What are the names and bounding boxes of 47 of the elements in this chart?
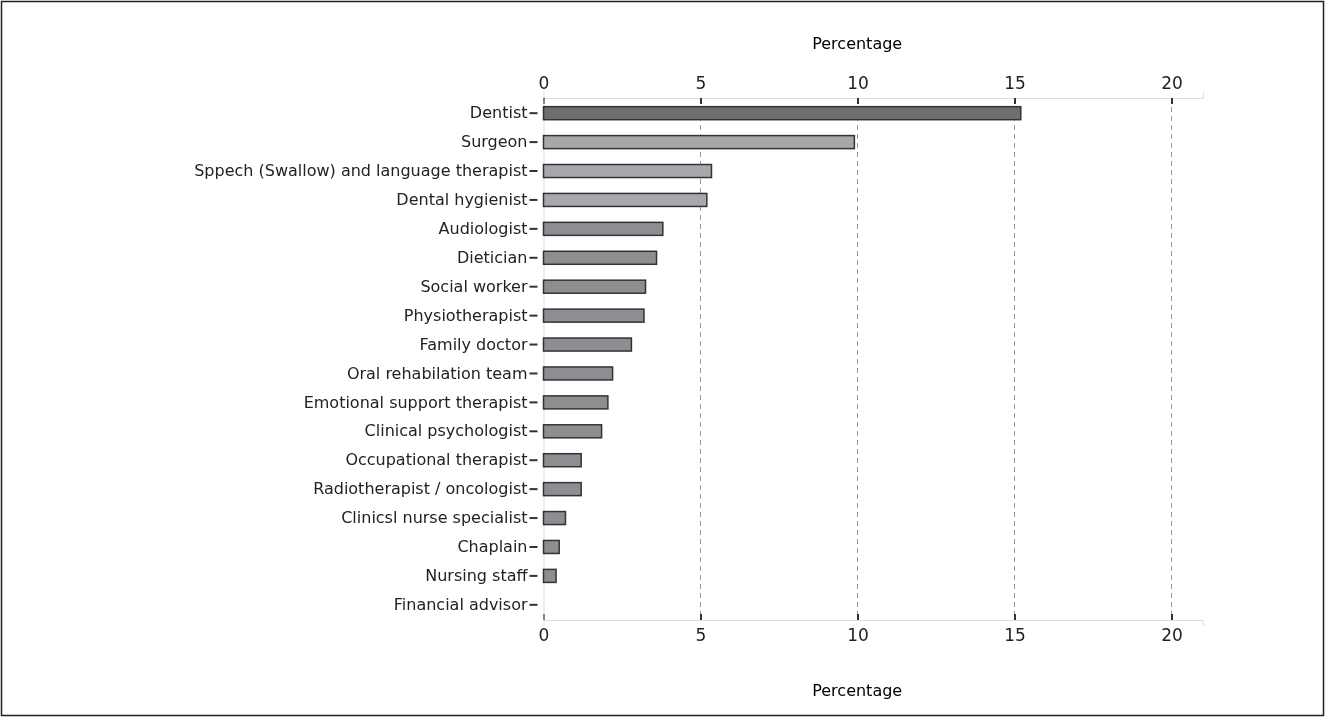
bar [542,424,603,439]
bar [542,452,582,468]
x-tick-label: 15 [1004,73,1026,93]
y-tick-label: Social worker [420,276,528,296]
bar [542,510,567,526]
y-tick-label: Oral rehabilation team [346,363,528,383]
y-tick-label: Radiotherapist / oncologist [313,479,528,499]
bar [542,134,856,150]
y-tick-label: Surgeon [460,132,528,152]
bar [542,395,609,410]
x2-axis-title: Percentage [812,34,903,53]
x-tick-label: 10 [847,73,869,93]
bar [542,192,708,208]
y-tick-label: Dietician [456,247,528,267]
bar [542,366,614,381]
bar [542,539,560,555]
bar [542,221,664,237]
y-tick-label: Physiotherapist [403,305,528,325]
bar [542,481,582,497]
y-tick-label: Financial advisor [393,594,528,614]
y-tick-label: Clinical psychologist [364,421,528,441]
y-tick-label: Family doctor [419,334,528,354]
x2-tick-label: 10 [847,625,869,646]
y-tick-label: Dental hygienist [396,190,528,210]
bar [542,568,557,584]
x2-tick-label: 5 [695,625,707,646]
bar [542,337,633,352]
bar [542,250,658,266]
x2-tick-label: 15 [1004,625,1026,646]
y-tick-label: Sppech (Swallow) and language therapist [194,161,528,181]
y-tick-label: Occupational therapist [345,450,528,470]
y-tick-label: Chaplain [457,537,528,557]
x-tick-label: 0 [538,73,550,93]
y-tick-label: Audiologist [438,218,528,238]
bar [542,279,647,294]
x2-tick-label: 0 [538,625,550,646]
x2-tick-label: 20 [1161,625,1183,646]
y-tick-label: Dentist [469,103,528,123]
x-axis-title: Percentage [812,681,903,700]
y-tick-label: Nursing staff [425,566,529,586]
y-tick-label: Emotional support therapist [303,392,528,412]
bar [542,163,713,179]
bar [542,105,1022,121]
bar [542,308,645,323]
y-tick-label: Clinicsl nurse specialist [341,508,528,528]
x-tick-label: 5 [695,73,707,93]
x-tick-label: 20 [1161,73,1183,93]
